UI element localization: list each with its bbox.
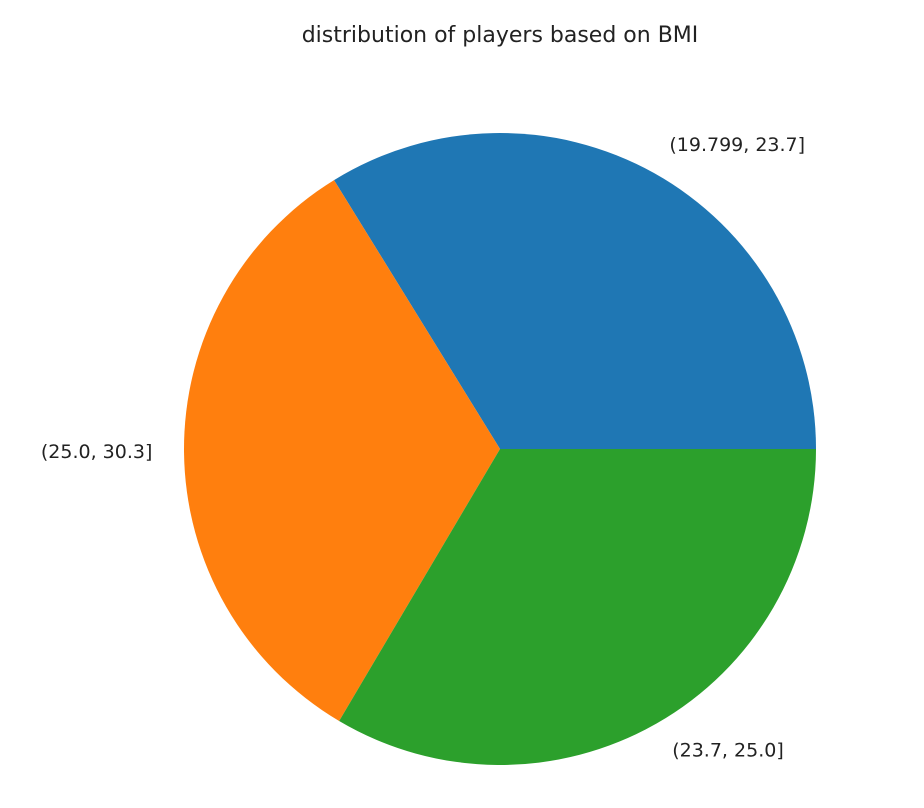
slice-label: (25.0, 30.3] [41,441,153,463]
pie-slice [334,133,816,449]
slice-label: (23.7, 25.0] [672,739,784,761]
slice-label: (19.799, 23.7] [669,134,805,156]
chart-title: distribution of players based on BMI [302,23,699,48]
pie-slice [339,449,816,765]
pie-slice [183,180,501,721]
